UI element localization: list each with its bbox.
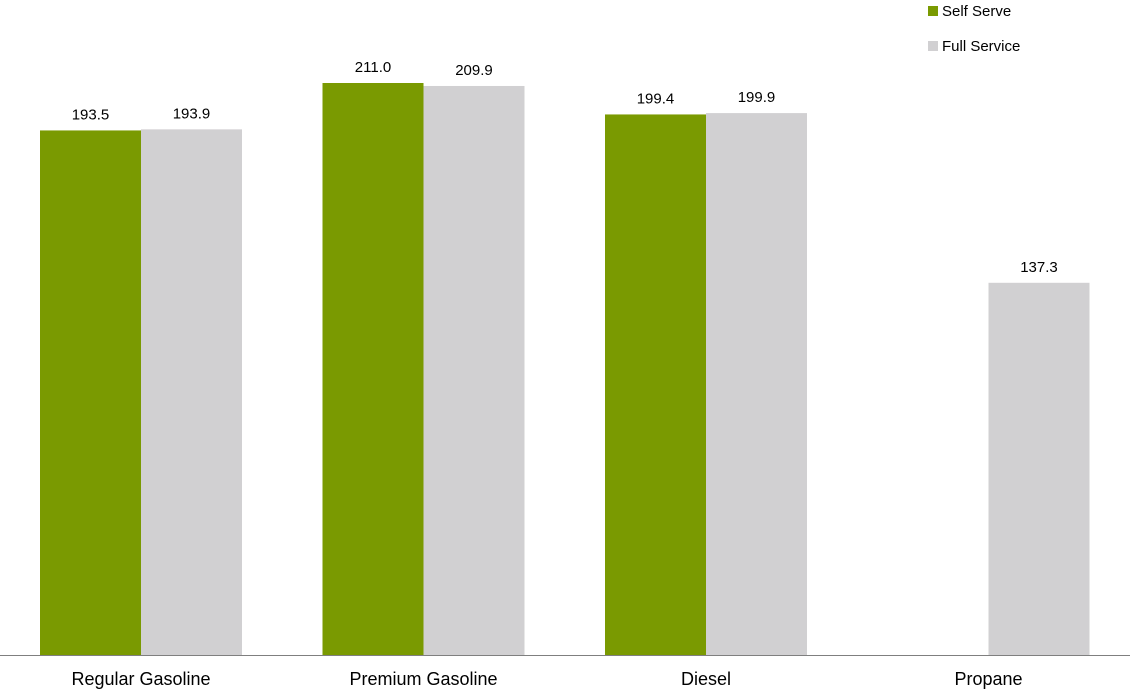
x-tick-label-diesel: Diesel bbox=[681, 669, 731, 689]
data-label-self-serve-regular-gasoline: 193.5 bbox=[72, 106, 110, 123]
legend-item-self-serve: Self Serve bbox=[928, 2, 1020, 20]
bar-full-service-diesel bbox=[706, 113, 807, 655]
bar-self-serve-regular-gasoline bbox=[40, 130, 141, 655]
data-label-full-service-premium-gasoline: 209.9 bbox=[455, 62, 493, 79]
bar-full-service-propane bbox=[988, 282, 1090, 655]
bar-self-serve-premium-gasoline bbox=[322, 83, 424, 655]
bar-full-service-regular-gasoline bbox=[141, 129, 242, 656]
legend-swatch-full-service bbox=[928, 41, 938, 51]
x-tick-label-propane: Propane bbox=[954, 669, 1022, 689]
data-label-self-serve-diesel: 199.4 bbox=[637, 90, 675, 107]
legend-label-self-serve: Self Serve bbox=[942, 2, 1012, 20]
bar-self-serve-diesel bbox=[605, 114, 706, 656]
data-label-full-service-propane: 137.3 bbox=[1020, 259, 1058, 276]
legend-label-full-service: Full Service bbox=[942, 37, 1021, 55]
legend: Self Serve Full Service bbox=[928, 2, 1020, 72]
data-label-full-service-diesel: 199.9 bbox=[738, 89, 776, 106]
x-tick-label-premium-gasoline: Premium Gasoline bbox=[349, 669, 497, 689]
data-label-self-serve-premium-gasoline: 211.0 bbox=[355, 59, 391, 76]
legend-swatch-self-serve bbox=[928, 6, 938, 16]
data-label-full-service-regular-gasoline: 193.9 bbox=[173, 105, 211, 122]
x-tick-label-regular-gasoline: Regular Gasoline bbox=[71, 669, 210, 689]
bar-full-service-premium-gasoline bbox=[423, 85, 525, 655]
legend-item-full-service: Full Service bbox=[928, 37, 1020, 55]
